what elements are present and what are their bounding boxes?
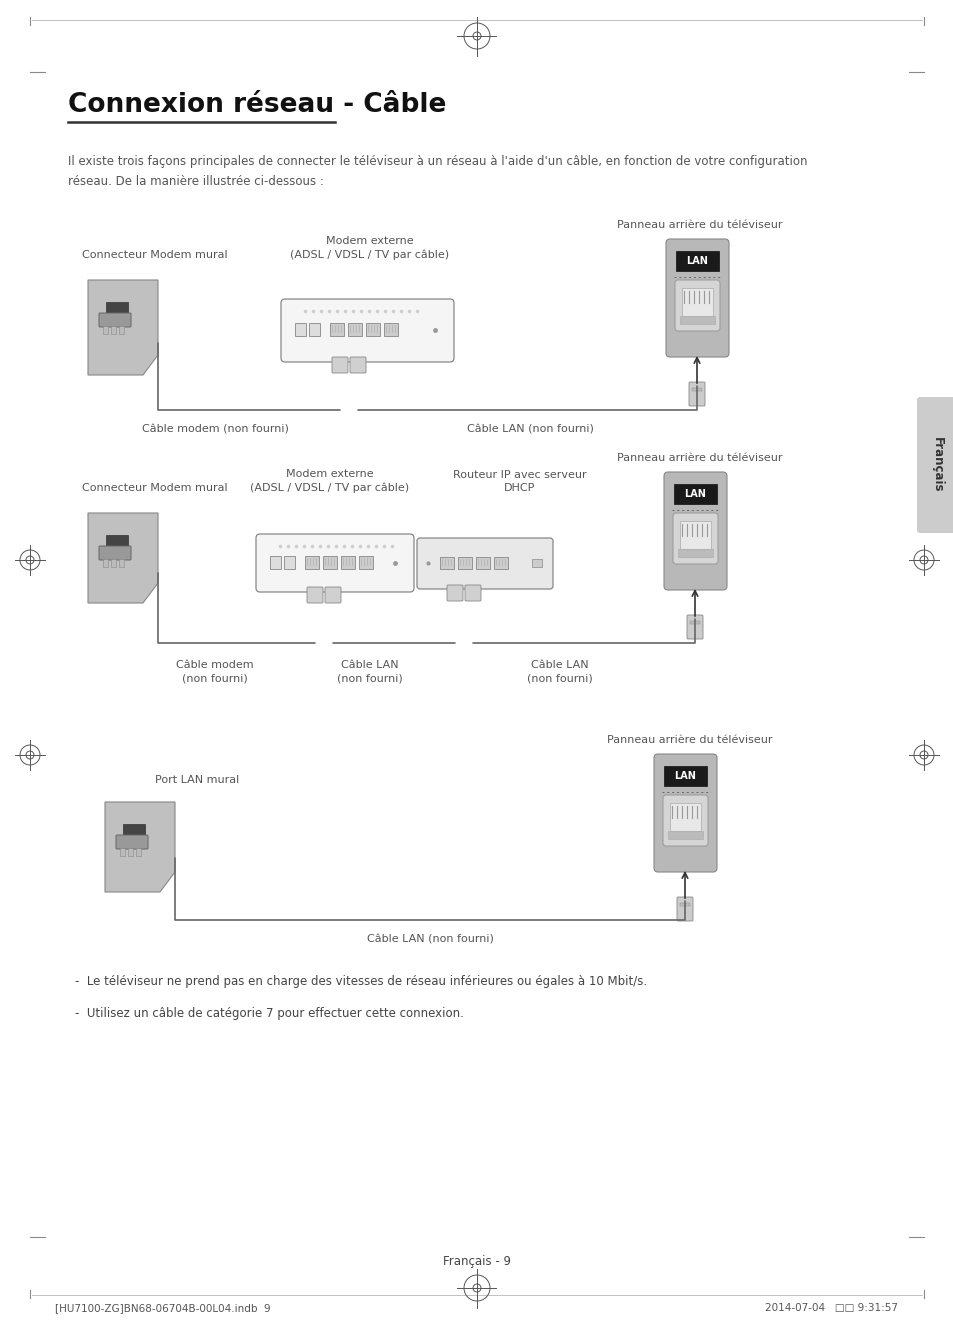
- Bar: [119, 326, 124, 334]
- FancyBboxPatch shape: [447, 585, 462, 601]
- FancyBboxPatch shape: [255, 534, 414, 592]
- Text: Connecteur Modem mural: Connecteur Modem mural: [82, 483, 228, 493]
- Text: Modem externe
(ADSL / VDSL / TV par câble): Modem externe (ADSL / VDSL / TV par câbl…: [251, 469, 409, 493]
- Text: Câble LAN
(non fourni): Câble LAN (non fourni): [527, 660, 592, 683]
- Bar: [663, 766, 706, 786]
- Polygon shape: [88, 513, 158, 602]
- FancyBboxPatch shape: [116, 835, 148, 849]
- Bar: [270, 556, 281, 569]
- FancyBboxPatch shape: [99, 313, 131, 328]
- Bar: [669, 803, 700, 831]
- Text: Panneau arrière du téléviseur: Panneau arrière du téléviseur: [617, 221, 781, 230]
- Bar: [323, 556, 336, 569]
- FancyBboxPatch shape: [672, 513, 718, 564]
- Text: Port LAN mural: Port LAN mural: [154, 775, 239, 785]
- Bar: [676, 251, 719, 271]
- Text: Français: Français: [929, 437, 943, 493]
- Bar: [120, 848, 125, 856]
- Bar: [679, 520, 710, 550]
- Bar: [106, 535, 128, 551]
- Bar: [678, 550, 712, 557]
- Text: Panneau arrière du téléviseur: Panneau arrière du téléviseur: [607, 734, 772, 745]
- Polygon shape: [88, 280, 158, 375]
- Bar: [305, 556, 318, 569]
- Text: Câble modem (non fourni): Câble modem (non fourni): [141, 425, 288, 435]
- FancyBboxPatch shape: [662, 795, 707, 845]
- Bar: [679, 904, 689, 906]
- Bar: [284, 556, 294, 569]
- Text: Connexion réseau - Câble: Connexion réseau - Câble: [68, 92, 446, 118]
- Text: Câble modem
(non fourni): Câble modem (non fourni): [176, 660, 253, 683]
- Bar: [294, 324, 306, 336]
- Bar: [667, 831, 702, 839]
- Bar: [309, 324, 319, 336]
- FancyBboxPatch shape: [464, 585, 480, 601]
- Bar: [691, 388, 701, 391]
- Bar: [384, 324, 397, 336]
- FancyBboxPatch shape: [325, 587, 340, 602]
- Bar: [358, 556, 373, 569]
- Text: [HU7100-ZG]BN68-06704B-00L04.indb  9: [HU7100-ZG]BN68-06704B-00L04.indb 9: [55, 1303, 271, 1313]
- Bar: [119, 559, 124, 567]
- FancyBboxPatch shape: [677, 897, 692, 921]
- Text: Panneau arrière du téléviseur: Panneau arrière du téléviseur: [617, 453, 781, 462]
- Text: LAN: LAN: [684, 489, 706, 499]
- FancyBboxPatch shape: [686, 616, 702, 639]
- FancyBboxPatch shape: [307, 587, 323, 602]
- FancyBboxPatch shape: [688, 382, 704, 406]
- Bar: [439, 557, 454, 569]
- Bar: [123, 824, 145, 840]
- Text: LAN: LAN: [686, 256, 708, 266]
- Polygon shape: [105, 802, 174, 892]
- Text: Routeur IP avec serveur
DHCP: Routeur IP avec serveur DHCP: [453, 470, 586, 493]
- FancyBboxPatch shape: [654, 754, 717, 872]
- Bar: [340, 556, 355, 569]
- Bar: [681, 288, 712, 316]
- FancyBboxPatch shape: [350, 357, 366, 373]
- FancyBboxPatch shape: [663, 472, 726, 590]
- Text: réseau. De la manière illustrée ci-dessous :: réseau. De la manière illustrée ci-desso…: [68, 174, 323, 188]
- Bar: [457, 557, 472, 569]
- Bar: [673, 483, 717, 505]
- Bar: [103, 559, 108, 567]
- Text: Câble LAN
(non fourni): Câble LAN (non fourni): [336, 660, 402, 683]
- Bar: [330, 324, 344, 336]
- Text: Modem externe
(ADSL / VDSL / TV par câble): Modem externe (ADSL / VDSL / TV par câbl…: [290, 236, 449, 260]
- Text: LAN: LAN: [674, 771, 696, 781]
- FancyBboxPatch shape: [332, 357, 348, 373]
- FancyBboxPatch shape: [675, 280, 720, 332]
- Bar: [111, 559, 116, 567]
- Text: Il existe trois façons principales de connecter le téléviseur à un réseau à l'ai: Il existe trois façons principales de co…: [68, 155, 806, 168]
- Bar: [679, 316, 714, 324]
- Bar: [689, 621, 700, 624]
- FancyBboxPatch shape: [665, 239, 728, 357]
- Bar: [103, 326, 108, 334]
- FancyBboxPatch shape: [416, 538, 553, 589]
- Bar: [476, 557, 490, 569]
- Text: -  Le téléviseur ne prend pas en charge des vitesses de réseau inférieures ou ég: - Le téléviseur ne prend pas en charge d…: [75, 975, 646, 988]
- Text: Connecteur Modem mural: Connecteur Modem mural: [82, 250, 228, 260]
- Bar: [128, 848, 132, 856]
- Bar: [111, 326, 116, 334]
- FancyBboxPatch shape: [281, 299, 454, 362]
- Text: Français - 9: Français - 9: [442, 1255, 511, 1268]
- Bar: [348, 324, 361, 336]
- Text: 2014-07-04   □□ 9:31:57: 2014-07-04 □□ 9:31:57: [764, 1303, 897, 1313]
- Bar: [532, 559, 541, 567]
- Text: -  Utilisez un câble de catégorie 7 pour effectuer cette connexion.: - Utilisez un câble de catégorie 7 pour …: [75, 1007, 463, 1020]
- Bar: [366, 324, 379, 336]
- FancyBboxPatch shape: [916, 398, 953, 532]
- Text: Câble LAN (non fourni): Câble LAN (non fourni): [366, 935, 493, 945]
- Bar: [494, 557, 507, 569]
- FancyBboxPatch shape: [99, 546, 131, 560]
- Bar: [106, 303, 128, 318]
- Bar: [136, 848, 141, 856]
- Text: Câble LAN (non fourni): Câble LAN (non fourni): [466, 425, 593, 435]
